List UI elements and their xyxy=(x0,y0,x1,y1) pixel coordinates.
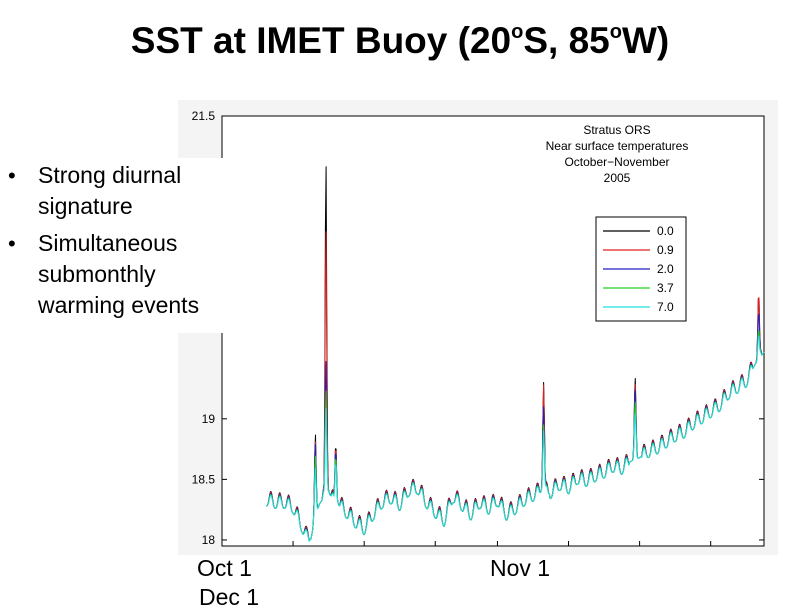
title-part-2: S, 85 xyxy=(523,20,610,61)
bullet-marker: • xyxy=(8,163,16,188)
date-label-nov1: Nov 1 xyxy=(490,555,551,581)
plot-area xyxy=(221,115,765,547)
bullet-item: • Simultaneous submonthly warming events xyxy=(4,228,239,321)
annotation-line-3: October−November xyxy=(564,155,669,169)
y-tick-label: 18.5 xyxy=(192,472,216,486)
bullet-text: Simultaneous submonthly warming events xyxy=(38,230,200,318)
chart-legend: 0.0 0.9 2.0 3.7 7.0 xyxy=(595,216,687,322)
series-line-7.0 xyxy=(266,335,765,542)
bullet-text: Strong diurnal signature xyxy=(38,162,182,219)
legend-label: 0.0 xyxy=(657,224,674,238)
legend-label: 3.7 xyxy=(657,281,674,295)
y-tick-label: 19 xyxy=(202,412,216,426)
slide-title: SST at IMET Buoy (20oS, 85oW) xyxy=(0,20,800,62)
bullet-item: • Strong diurnal signature xyxy=(4,160,239,222)
bullet-marker: • xyxy=(8,231,16,256)
annotation-line-4: 2005 xyxy=(604,171,631,185)
y-tick-label: 21.5 xyxy=(192,109,216,123)
chart-annotation: Stratus ORS Near surface temperatures Oc… xyxy=(546,123,689,185)
legend-label: 7.0 xyxy=(657,300,674,314)
y-tick-label: 18 xyxy=(202,533,216,547)
bullet-list: • Strong diurnal signature • Simultaneou… xyxy=(4,158,239,333)
legend-label: 2.0 xyxy=(657,262,674,276)
title-part-3: W) xyxy=(621,20,670,61)
series-lines xyxy=(266,166,765,542)
legend-label: 0.9 xyxy=(657,243,674,257)
annotation-line-1: Stratus ORS xyxy=(583,123,650,137)
y-ticks: 18 18.5 19 21.5 xyxy=(192,109,764,547)
title-part-1: SST at IMET Buoy (20 xyxy=(130,20,512,61)
date-label-oct1: Oct 1 xyxy=(197,555,252,581)
date-label-dec1: Dec 1 xyxy=(199,584,260,610)
x-ticks xyxy=(221,541,765,546)
title-superscript-1: o xyxy=(511,21,524,43)
annotation-line-2: Near surface temperatures xyxy=(546,139,689,153)
title-superscript-2: o xyxy=(609,21,622,43)
